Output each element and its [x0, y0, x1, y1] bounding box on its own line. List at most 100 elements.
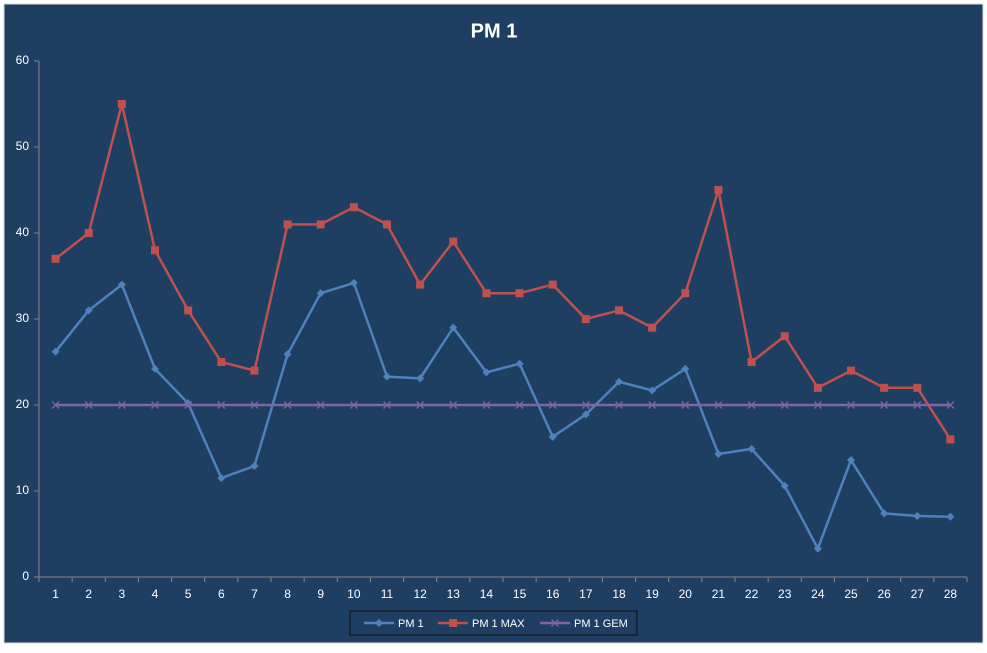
point: [648, 386, 657, 395]
x-tick-label: 6: [218, 587, 225, 601]
x-tick-label: 7: [251, 587, 258, 601]
point: [681, 364, 690, 373]
x-tick-label: 22: [745, 587, 759, 601]
point: [913, 383, 922, 392]
x-tick-label: 25: [844, 587, 858, 601]
x-tick-label: 19: [645, 587, 659, 601]
legend-label: PM 1 GEM: [574, 618, 628, 630]
point: [913, 401, 922, 409]
point: [946, 401, 955, 409]
point: [383, 220, 391, 229]
x-tick-label: 27: [911, 587, 925, 601]
x-tick-label: 3: [119, 587, 126, 601]
point: [217, 358, 226, 366]
y-tick-label: 60: [16, 53, 30, 67]
point: [217, 474, 226, 483]
point: [449, 323, 458, 332]
point: [117, 401, 126, 409]
point: [548, 280, 557, 289]
point: [184, 306, 193, 315]
point: [615, 306, 623, 315]
x-tick-label: 17: [579, 587, 593, 601]
point: [217, 401, 226, 409]
point: [681, 401, 690, 409]
point: [780, 332, 789, 341]
x-tick-label: 20: [679, 587, 693, 601]
point: [880, 509, 889, 518]
legend-marker: [551, 619, 559, 627]
point: [449, 237, 458, 246]
legend-marker: [449, 619, 457, 627]
point: [714, 401, 723, 409]
point: [84, 306, 93, 315]
x-tick-label: 21: [712, 587, 726, 601]
point: [747, 401, 756, 409]
point: [383, 401, 391, 409]
point: [250, 462, 259, 471]
x-tick-label: 11: [381, 587, 394, 601]
point: [780, 481, 789, 490]
x-tick-label: 16: [546, 587, 560, 601]
point: [151, 364, 159, 373]
x-tick-label: 5: [185, 587, 192, 601]
point: [847, 456, 855, 465]
point: [250, 401, 259, 409]
point: [813, 544, 822, 553]
point: [349, 203, 358, 212]
point: [250, 366, 259, 375]
x-tick-label: 15: [513, 587, 527, 601]
point: [151, 401, 159, 409]
y-tick-label: 50: [16, 139, 30, 153]
x-tick-label: 24: [811, 587, 825, 601]
point: [880, 383, 889, 392]
x-tick-label: 2: [85, 587, 92, 601]
point: [416, 374, 425, 383]
x-tick-label: 8: [284, 587, 291, 601]
point: [847, 366, 855, 375]
point: [747, 444, 756, 453]
chart-background: [3, 3, 984, 644]
legend-marker: [375, 619, 383, 627]
point: [648, 401, 657, 409]
point: [283, 220, 292, 229]
point: [349, 278, 358, 287]
y-tick-label: 30: [16, 311, 30, 325]
x-tick-label: 9: [317, 587, 324, 601]
point: [482, 401, 491, 409]
point: [581, 401, 590, 409]
x-tick-label: 12: [413, 587, 427, 601]
point: [84, 401, 93, 409]
x-tick-label: 26: [877, 587, 891, 601]
point: [648, 323, 657, 332]
point: [515, 289, 524, 298]
point: [349, 401, 358, 409]
series-line: [54, 281, 951, 552]
point: [880, 401, 889, 409]
legend-label: PM 1 MAX: [472, 618, 525, 630]
point: [813, 383, 822, 392]
point: [151, 246, 159, 255]
point: [581, 315, 590, 323]
point: [581, 410, 590, 419]
legend-label: PM 1: [398, 618, 424, 630]
point: [449, 401, 458, 409]
point: [316, 289, 325, 298]
legend-box: [349, 610, 638, 636]
point: [184, 401, 193, 409]
point: [615, 401, 623, 409]
point: [117, 280, 126, 289]
point: [51, 401, 60, 409]
point: [84, 229, 93, 237]
point: [615, 377, 623, 386]
point: [946, 435, 955, 444]
point: [548, 432, 557, 441]
point: [482, 368, 491, 377]
point: [548, 401, 557, 409]
point: [515, 359, 524, 368]
point: [780, 401, 789, 409]
point: [681, 289, 690, 298]
point: [283, 350, 292, 359]
point: [316, 401, 325, 409]
